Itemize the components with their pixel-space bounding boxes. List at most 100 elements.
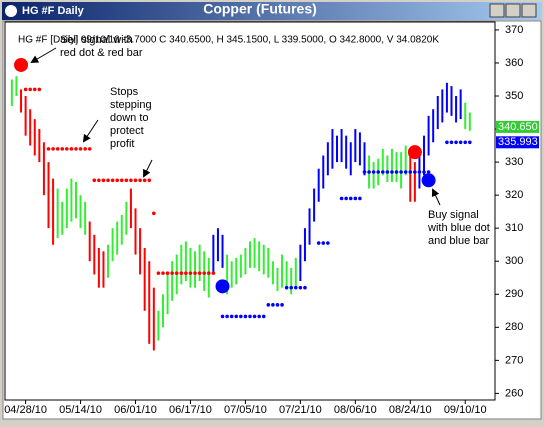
stop-dot bbox=[280, 303, 284, 307]
stop-dot bbox=[161, 271, 165, 275]
arrow bbox=[431, 188, 441, 206]
stop-dot bbox=[165, 271, 170, 275]
stop-dot bbox=[110, 178, 115, 183]
y-tick-label: 290 bbox=[505, 288, 523, 300]
stop-dot bbox=[271, 303, 275, 307]
stop-dot bbox=[326, 241, 330, 245]
window-title: HG #F Daily bbox=[22, 5, 85, 17]
x-tick-label: 07/05/10 bbox=[224, 404, 267, 416]
stop-dot bbox=[138, 178, 142, 183]
stop-dot bbox=[179, 271, 184, 275]
arrow bbox=[143, 159, 153, 178]
stop-dot bbox=[65, 147, 69, 151]
stop-dot bbox=[252, 314, 257, 319]
x-tick-label: 07/21/10 bbox=[279, 404, 322, 416]
stop-dot bbox=[55, 147, 60, 151]
stop-dot bbox=[381, 170, 385, 174]
stop-dot bbox=[390, 170, 394, 174]
stop-dot bbox=[211, 271, 216, 275]
last-price-box bbox=[496, 120, 539, 133]
annotation: Sell signal with bbox=[60, 34, 133, 46]
stop-dot bbox=[257, 314, 261, 319]
stop-dot bbox=[101, 178, 106, 183]
annotation: red dot & red bar bbox=[60, 47, 143, 59]
stop-dot bbox=[284, 285, 289, 290]
stop-dot bbox=[417, 170, 422, 174]
stop-dot bbox=[69, 147, 74, 151]
plot-area bbox=[4, 21, 496, 401]
stop-dot bbox=[174, 271, 179, 275]
annotation: Stops bbox=[110, 86, 139, 98]
stop-dot bbox=[353, 196, 358, 201]
stop-dot bbox=[293, 285, 298, 290]
stop-dot bbox=[28, 87, 32, 92]
stop-dot bbox=[92, 178, 97, 183]
window-buttons[interactable] bbox=[489, 3, 537, 18]
stop-dot bbox=[458, 140, 463, 145]
arrow bbox=[30, 47, 57, 64]
plot: 26027028029030031032033034035036037004/2… bbox=[4, 24, 523, 416]
x-tick-label: 06/01/10 bbox=[114, 404, 157, 416]
stop-dot bbox=[399, 170, 403, 174]
stop-dot bbox=[147, 178, 152, 183]
stop-dot bbox=[234, 314, 239, 319]
stop-dot bbox=[289, 285, 294, 290]
stop-dot bbox=[188, 271, 193, 275]
y-tick-label: 300 bbox=[505, 255, 523, 267]
x-tick-label: 04/28/10 bbox=[4, 404, 47, 416]
stop-dot bbox=[339, 196, 344, 201]
minimize-button[interactable] bbox=[489, 3, 505, 18]
annotation: stepping bbox=[110, 99, 152, 111]
last-price-label: 335.993 bbox=[498, 136, 538, 148]
maximize-button[interactable] bbox=[505, 3, 521, 18]
stop-dot bbox=[152, 211, 156, 216]
stop-dot bbox=[60, 147, 65, 151]
y-tick-label: 280 bbox=[505, 321, 523, 333]
close-button[interactable] bbox=[521, 3, 537, 18]
stop-dot bbox=[156, 271, 161, 275]
stop-dot bbox=[266, 303, 271, 307]
annotation: down to bbox=[110, 112, 149, 124]
stop-dot bbox=[358, 196, 362, 201]
stop-dot bbox=[239, 314, 243, 319]
x-tick-label: 05/14/10 bbox=[59, 404, 102, 416]
stop-dot bbox=[225, 314, 229, 319]
stop-dot bbox=[37, 87, 42, 92]
signal-dot bbox=[14, 57, 29, 72]
stop-dot bbox=[463, 140, 468, 145]
stop-dot bbox=[87, 147, 92, 151]
stop-dot bbox=[46, 147, 51, 151]
stop-dot bbox=[184, 271, 188, 275]
stop-dot bbox=[220, 314, 225, 319]
annotation: with blue dot bbox=[427, 222, 490, 234]
stop-dot bbox=[106, 178, 110, 183]
stop-dot bbox=[426, 170, 431, 174]
stop-dot bbox=[321, 241, 326, 245]
signal-dot bbox=[215, 279, 230, 294]
stop-dot bbox=[243, 314, 248, 319]
stop-dot bbox=[229, 314, 234, 319]
stop-dot bbox=[115, 178, 119, 183]
stop-dot bbox=[348, 196, 353, 201]
annotation: and blue bar bbox=[428, 235, 489, 247]
stop-dot bbox=[142, 178, 147, 183]
arrow bbox=[82, 119, 99, 143]
annotation: protect bbox=[110, 125, 144, 137]
header-line: HG #F [Daily] 09/10/10 -3.7000 C 340.650… bbox=[18, 35, 439, 46]
stop-dot bbox=[408, 170, 413, 174]
stop-dot bbox=[119, 178, 124, 183]
stop-dot bbox=[32, 87, 37, 92]
y-tick-label: 350 bbox=[505, 90, 523, 102]
stop-dot bbox=[124, 178, 129, 183]
x-tick-label: 08/24/10 bbox=[389, 404, 432, 416]
stop-dot bbox=[422, 170, 426, 174]
y-tick-label: 360 bbox=[505, 57, 523, 69]
stop-dot bbox=[23, 87, 28, 92]
stop-dot bbox=[78, 147, 83, 151]
stop-dot bbox=[298, 285, 303, 290]
stop-dot bbox=[413, 170, 417, 174]
stop-dot bbox=[362, 170, 367, 174]
y-tick-label: 370 bbox=[505, 24, 523, 36]
